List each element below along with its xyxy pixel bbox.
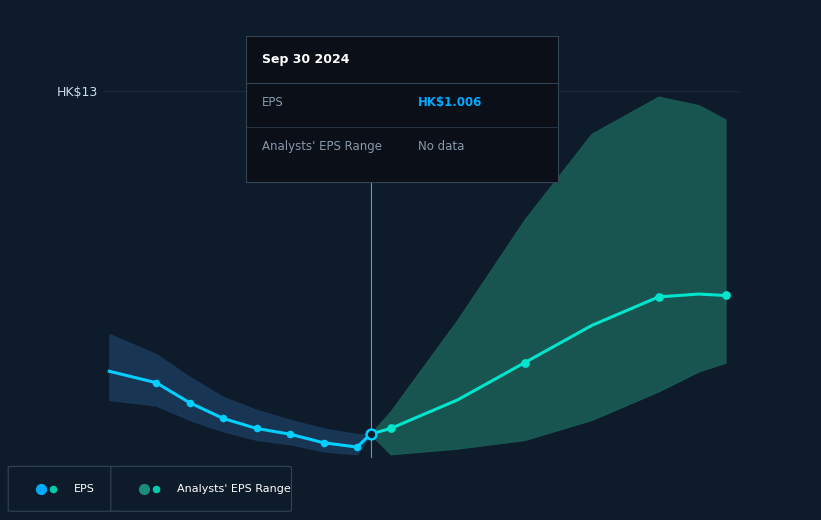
Text: Analysts' EPS Range: Analysts' EPS Range: [262, 140, 382, 153]
Text: Analysts Forecasts: Analysts Forecasts: [377, 69, 487, 82]
Text: Actual: Actual: [331, 69, 368, 82]
Point: [719, 291, 732, 300]
Point: [317, 439, 330, 447]
Text: No data: No data: [418, 140, 464, 153]
Text: EPS: EPS: [262, 96, 283, 109]
Point: [47, 485, 60, 493]
Point: [364, 430, 377, 438]
Point: [364, 430, 377, 438]
Point: [384, 424, 397, 433]
Point: [518, 359, 531, 367]
Point: [652, 293, 665, 301]
Text: Sep 30 2024: Sep 30 2024: [262, 53, 350, 66]
Point: [149, 485, 163, 493]
Point: [183, 398, 196, 407]
Point: [34, 485, 48, 493]
Text: Analysts' EPS Range: Analysts' EPS Range: [177, 484, 291, 494]
FancyBboxPatch shape: [111, 466, 291, 511]
Point: [137, 485, 150, 493]
Point: [283, 430, 296, 438]
Text: EPS: EPS: [74, 484, 94, 494]
Point: [217, 414, 230, 423]
Point: [250, 424, 264, 433]
FancyBboxPatch shape: [8, 466, 115, 511]
Point: [149, 379, 163, 387]
Text: HK$1.006: HK$1.006: [418, 96, 482, 109]
Point: [351, 443, 364, 451]
